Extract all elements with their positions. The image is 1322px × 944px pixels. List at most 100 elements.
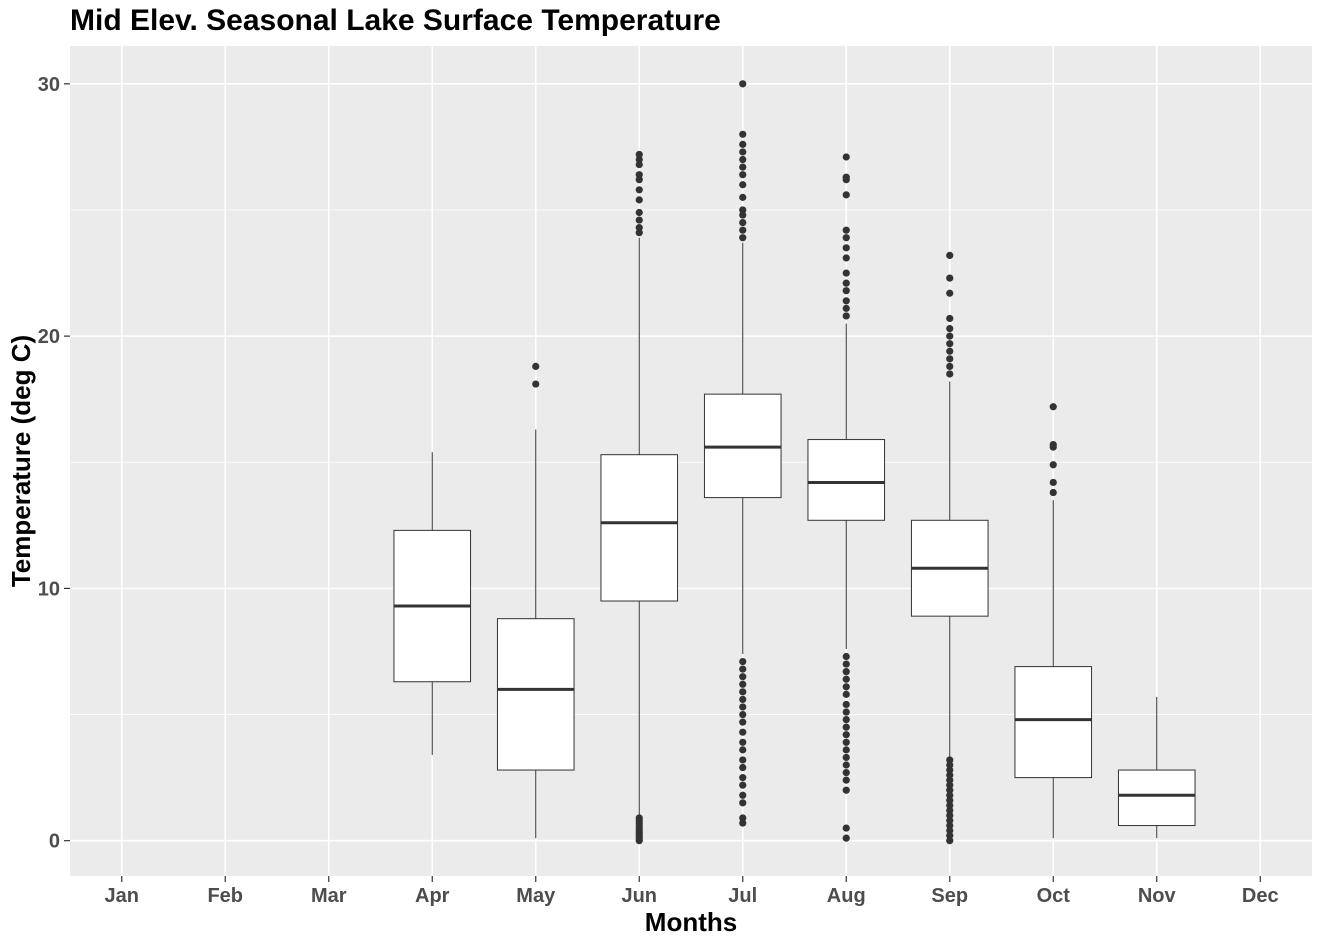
outlier-point xyxy=(1049,403,1057,411)
outlier-point xyxy=(946,761,954,769)
outlier-point xyxy=(842,768,850,777)
box-may xyxy=(496,362,575,839)
box-apr xyxy=(393,452,472,755)
outlier-point xyxy=(1049,461,1057,469)
outlier-point xyxy=(739,665,747,673)
outlier-point xyxy=(842,824,850,832)
outlier-point xyxy=(739,799,747,807)
outlier-point xyxy=(842,287,850,295)
outlier-point xyxy=(946,756,954,764)
outlier-point xyxy=(946,766,954,774)
outlier-point xyxy=(842,668,850,676)
outlier-point xyxy=(739,130,747,138)
outlier-point xyxy=(946,332,954,340)
outlier-point xyxy=(842,254,850,262)
outlier-point xyxy=(739,703,747,711)
outlier-point xyxy=(946,340,954,348)
x-tick-label: Oct xyxy=(1037,885,1071,907)
outlier-point xyxy=(1049,488,1057,497)
outlier-point xyxy=(946,786,954,794)
plot-panel xyxy=(70,46,1312,876)
outlier-point xyxy=(739,155,747,164)
outlier-point xyxy=(946,826,954,835)
outlier-point xyxy=(532,380,540,388)
outlier-point xyxy=(739,819,747,827)
outlier-point xyxy=(842,304,850,312)
outlier-point xyxy=(946,832,954,840)
outlier-point xyxy=(635,160,643,169)
outlier-point xyxy=(946,324,954,333)
outlier-point xyxy=(842,297,850,305)
outlier-point xyxy=(739,673,747,681)
outlier-point xyxy=(946,816,954,825)
outlier-point xyxy=(842,312,850,320)
outlier-point xyxy=(635,224,643,232)
outlier-point xyxy=(635,196,643,204)
chart-title: Mid Elev. Seasonal Lake Surface Temperat… xyxy=(70,4,721,37)
outlier-point xyxy=(842,279,850,287)
outlier-point xyxy=(739,738,747,746)
iqr-box xyxy=(1014,666,1093,779)
x-tick-label: Sep xyxy=(931,885,968,907)
outlier-point xyxy=(739,80,747,88)
outlier-point xyxy=(635,150,643,159)
outlier-point xyxy=(946,806,954,815)
outlier-point xyxy=(739,680,747,688)
box-layer xyxy=(393,80,1196,845)
outlier-point xyxy=(842,738,850,746)
iqr-box xyxy=(600,454,679,602)
x-tick-label: Mar xyxy=(311,885,347,907)
outlier-point xyxy=(946,347,954,355)
outlier-point xyxy=(842,700,850,709)
y-tick-label: 0 xyxy=(49,831,60,853)
y-tick-label: 20 xyxy=(38,326,60,348)
box-aug xyxy=(807,153,886,842)
y-tick-label: 10 xyxy=(38,578,60,600)
x-axis: Jan Feb Mar Apr May Jun Jul Aug Sep Oct Nov Dec xyxy=(105,876,1279,907)
outlier-point xyxy=(842,234,850,242)
outlier-point xyxy=(739,728,747,736)
x-tick-label: Dec xyxy=(1242,885,1279,907)
outlier-point xyxy=(842,652,850,661)
outlier-point xyxy=(842,746,850,754)
outlier-point xyxy=(739,193,747,201)
iqr-box xyxy=(1117,769,1196,827)
outlier-point xyxy=(946,314,954,323)
x-tick-label: Feb xyxy=(207,885,243,907)
outlier-point xyxy=(842,753,850,762)
outlier-point xyxy=(635,229,643,237)
outlier-point xyxy=(635,186,643,194)
iqr-box xyxy=(496,618,575,771)
outlier-point xyxy=(946,251,954,259)
outlier-point xyxy=(739,814,747,822)
outlier-point xyxy=(842,715,850,724)
outlier-point xyxy=(842,675,850,683)
outlier-point xyxy=(635,171,643,179)
outlier-point xyxy=(635,208,643,217)
outlier-point xyxy=(946,771,954,779)
x-tick-label: May xyxy=(516,885,556,907)
outlier-point xyxy=(946,811,954,820)
outlier-point xyxy=(635,176,643,184)
outlier-point xyxy=(842,269,850,277)
outlier-point xyxy=(739,226,747,234)
outlier-point xyxy=(842,708,850,716)
outlier-point xyxy=(842,761,850,769)
outlier-point xyxy=(946,796,954,804)
outlier-point xyxy=(946,791,954,799)
y-axis: 0 10 20 30 xyxy=(38,74,70,853)
outlier-point xyxy=(739,718,747,726)
outlier-point xyxy=(739,688,747,696)
outlier-point xyxy=(1049,441,1057,449)
outlier-point xyxy=(635,155,643,164)
outlier-point xyxy=(635,814,643,822)
outlier-point xyxy=(739,756,747,764)
x-tick-label: Aug xyxy=(827,885,866,907)
outlier-point xyxy=(842,723,850,731)
outlier-point xyxy=(739,206,747,214)
outlier-point xyxy=(739,218,747,227)
outlier-point xyxy=(842,690,850,698)
y-axis-title: Temperature (deg C) xyxy=(6,335,36,587)
x-tick-label: Jan xyxy=(105,885,139,907)
